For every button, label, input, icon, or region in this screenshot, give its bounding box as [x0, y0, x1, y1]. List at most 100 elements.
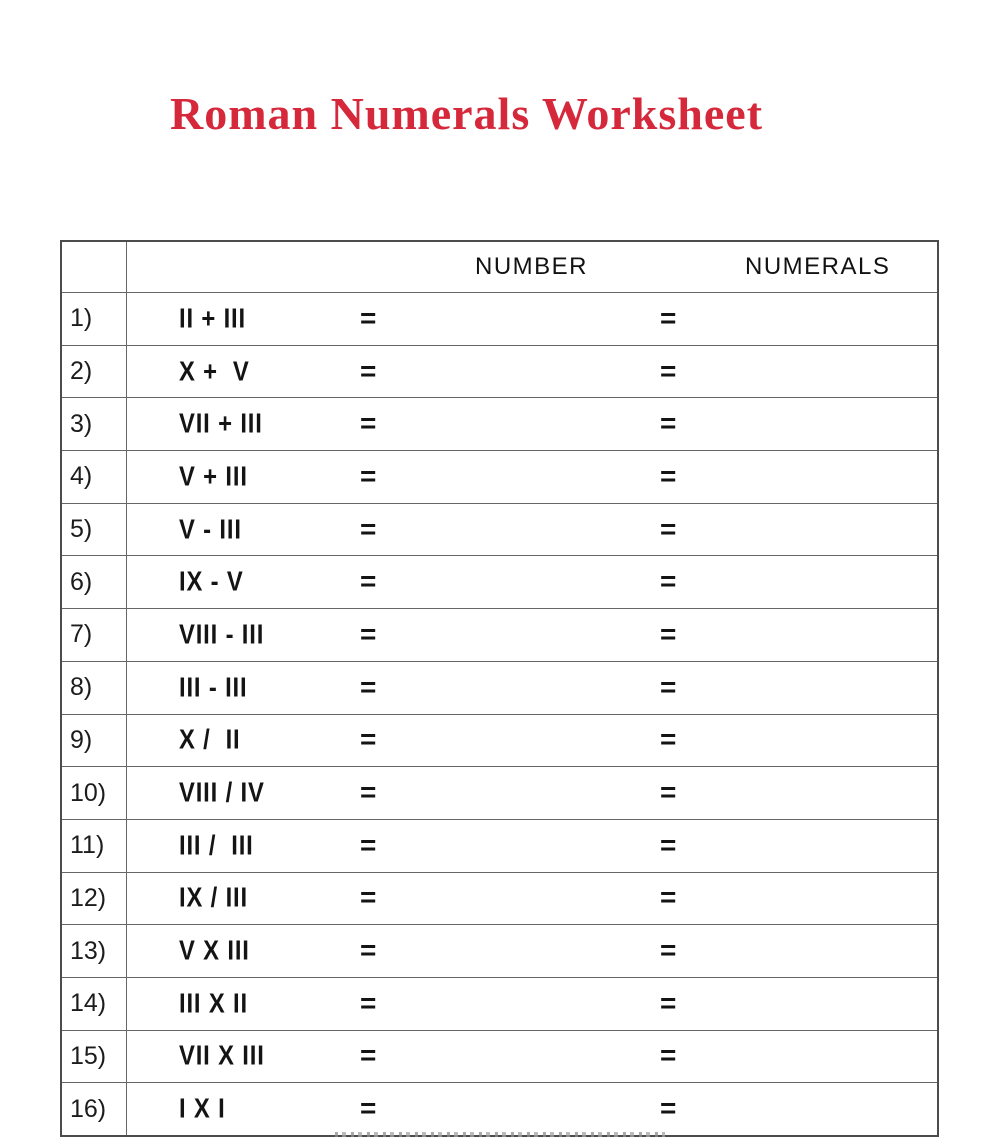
- row-number: 1): [70, 304, 93, 333]
- table-row: 8) III - III = =: [62, 661, 937, 715]
- equals-sign-number: =: [360, 460, 377, 492]
- equals-sign-numerals: =: [660, 881, 677, 913]
- roman-numeral-expression: III X II: [179, 987, 248, 1019]
- cutoff-footer-text: [335, 1132, 665, 1137]
- row-number-cell: 11): [62, 819, 127, 872]
- row-number: 5): [70, 515, 93, 544]
- row-number: 4): [70, 462, 93, 491]
- row-number-cell: 9): [62, 714, 127, 767]
- equals-sign-numerals: =: [660, 512, 677, 544]
- equals-sign-number: =: [360, 354, 377, 386]
- row-content-cell: III / III = =: [127, 820, 937, 872]
- roman-numeral-expression: VIII / IV: [179, 776, 265, 808]
- row-content-cell: X + V = =: [127, 346, 937, 398]
- row-content-cell: X / II = =: [127, 715, 937, 767]
- table-header-row: NUMBER NUMERALS: [62, 242, 937, 293]
- equals-sign-numerals: =: [660, 407, 677, 439]
- row-content-cell: VIII / IV = =: [127, 767, 937, 819]
- row-number-cell: 7): [62, 609, 127, 661]
- equals-sign-number: =: [360, 1092, 377, 1124]
- roman-numeral-expression: V + III: [179, 460, 248, 492]
- column-header-numerals: NUMERALS: [745, 253, 891, 280]
- row-number: 16): [70, 1094, 107, 1123]
- row-number: 7): [70, 620, 93, 649]
- row-number-cell: 16): [62, 1083, 127, 1135]
- row-number-cell: 12): [62, 872, 127, 925]
- header-number-column-cell: [62, 242, 127, 292]
- equals-sign-number: =: [360, 407, 377, 439]
- roman-numeral-expression: III - III: [179, 671, 248, 703]
- equals-sign-numerals: =: [660, 829, 677, 861]
- table-row: 9) X / II = =: [62, 714, 937, 768]
- table-row: 16) I X I = =: [62, 1083, 937, 1135]
- equals-sign-number: =: [360, 776, 377, 808]
- equals-sign-numerals: =: [660, 671, 677, 703]
- equals-sign-number: =: [360, 1039, 377, 1071]
- roman-numeral-expression: I X I: [179, 1092, 226, 1124]
- roman-numeral-expression: V X III: [179, 934, 250, 966]
- table-row: 12) IX / III = =: [62, 872, 937, 926]
- equals-sign-number: =: [360, 934, 377, 966]
- row-content-cell: VII + III = =: [127, 398, 937, 450]
- row-content-cell: III X II = =: [127, 978, 937, 1030]
- row-number-cell: 2): [62, 345, 127, 398]
- roman-numeral-expression: IX / III: [179, 881, 248, 913]
- equals-sign-numerals: =: [660, 934, 677, 966]
- equals-sign-numerals: =: [660, 618, 677, 650]
- row-content-cell: I X I = =: [127, 1083, 937, 1135]
- roman-numeral-expression: VIII - III: [179, 618, 265, 650]
- row-number: 15): [70, 1041, 107, 1070]
- row-number-cell: 3): [62, 398, 127, 451]
- equals-sign-numerals: =: [660, 723, 677, 755]
- row-number: 8): [70, 673, 93, 702]
- row-content-cell: IX / III = =: [127, 873, 937, 925]
- row-number-cell: 8): [62, 661, 127, 714]
- row-content-cell: II + III = =: [127, 293, 937, 345]
- row-number-cell: 1): [62, 293, 127, 345]
- table-row: 1) II + III = =: [62, 293, 937, 346]
- equals-sign-numerals: =: [660, 565, 677, 597]
- equals-sign-number: =: [360, 881, 377, 913]
- table-row: 5) V - III = =: [62, 503, 937, 557]
- table-row: 3) VII + III = =: [62, 398, 937, 452]
- equals-sign-numerals: =: [660, 354, 677, 386]
- equals-sign-numerals: =: [660, 1039, 677, 1071]
- row-content-cell: VIII - III = =: [127, 609, 937, 661]
- row-number: 6): [70, 567, 93, 596]
- table-row: 4) V + III = =: [62, 451, 937, 504]
- row-number: 14): [70, 989, 107, 1018]
- row-content-cell: III - III = =: [127, 662, 937, 714]
- table-row: 13) V X III = =: [62, 925, 937, 978]
- row-content-cell: V + III = =: [127, 451, 937, 503]
- equals-sign-numerals: =: [660, 987, 677, 1019]
- roman-numeral-expression: VII + III: [179, 407, 263, 439]
- equals-sign-numerals: =: [660, 460, 677, 492]
- row-number: 3): [70, 409, 93, 438]
- equals-sign-number: =: [360, 987, 377, 1019]
- equals-sign-numerals: =: [660, 1092, 677, 1124]
- table-row: 14) III X II = =: [62, 977, 937, 1031]
- table-row: 10) VIII / IV = =: [62, 767, 937, 820]
- row-number: 13): [70, 936, 107, 965]
- roman-numeral-expression: II + III: [179, 302, 246, 334]
- row-number: 10): [70, 778, 107, 807]
- equals-sign-numerals: =: [660, 302, 677, 334]
- table-row: 15) VII X III = =: [62, 1030, 937, 1084]
- page-title: Roman Numerals Worksheet: [169, 88, 764, 139]
- row-number-cell: 6): [62, 556, 127, 609]
- column-header-number: NUMBER: [475, 253, 589, 280]
- table-row: 6) IX - V = =: [62, 556, 937, 610]
- row-number-cell: 13): [62, 925, 127, 977]
- header-content-cell: NUMBER NUMERALS: [127, 242, 937, 292]
- row-number-cell: 10): [62, 767, 127, 819]
- equals-sign-number: =: [360, 618, 377, 650]
- row-number: 12): [70, 883, 107, 912]
- row-number: 2): [70, 357, 93, 386]
- equals-sign-number: =: [360, 302, 377, 334]
- worksheet-table: NUMBER NUMERALS 1) II + III = = 2) X + V…: [60, 240, 939, 1137]
- equals-sign-number: =: [360, 671, 377, 703]
- row-content-cell: V X III = =: [127, 925, 937, 977]
- row-number-cell: 15): [62, 1030, 127, 1083]
- equals-sign-number: =: [360, 565, 377, 597]
- table-row: 11) III / III = =: [62, 819, 937, 873]
